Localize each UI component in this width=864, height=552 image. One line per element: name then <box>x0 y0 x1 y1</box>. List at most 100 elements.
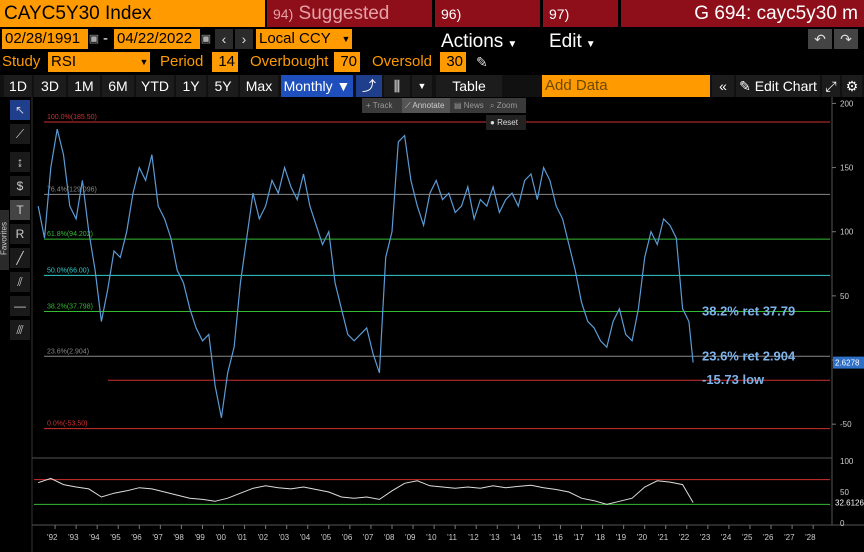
pencil-icon[interactable]: ✎ <box>476 54 488 70</box>
frequency-label: Monthly <box>283 78 333 94</box>
fib-levels: 100.0%(185.50) 76.4%(129.096) 61.8%(94.202… <box>44 114 830 430</box>
chevron-down-icon[interactable]: ▼ <box>138 52 150 72</box>
candlestick-icon[interactable]: ⫼ <box>384 75 410 97</box>
frequency-select[interactable]: Monthly ▼ <box>281 75 353 97</box>
x-tick-label: '20 <box>637 533 648 542</box>
edit-chart-button[interactable]: ✎ Edit Chart <box>736 75 820 97</box>
study-select[interactable]: RSI <box>48 52 138 72</box>
news-label: News <box>463 101 484 110</box>
menu-number: 97) <box>549 6 570 22</box>
x-tick-label: '99 <box>194 533 205 542</box>
rsi-last-value-label: 32.6126 <box>835 499 864 508</box>
period-1d[interactable]: 1D <box>4 75 32 97</box>
track-label: Track <box>372 101 393 110</box>
fib-level-label: 23.6%(2.904) <box>47 348 89 355</box>
period-1m[interactable]: 1M <box>68 75 100 97</box>
reset-button[interactable]: ● Reset <box>486 115 526 130</box>
period-3d[interactable]: 3D <box>34 75 66 97</box>
x-tick-label: '92 <box>47 533 58 542</box>
calendar-icon[interactable]: ▣ <box>88 29 100 49</box>
text-tool-icon[interactable]: T <box>10 200 30 220</box>
horizontal-line-icon[interactable]: — <box>10 296 30 316</box>
trendline-icon[interactable]: ╱ <box>10 248 30 268</box>
menu-number: 94) <box>273 6 294 22</box>
gear-icon[interactable]: ⚙ <box>842 75 862 97</box>
y-tick-label: 200 <box>840 99 854 108</box>
x-tick-label: '06 <box>342 533 353 542</box>
x-tick-label: '23 <box>700 533 711 542</box>
x-tick-label: '09 <box>405 533 416 542</box>
y-tick-label: 50 <box>840 292 849 301</box>
suggested-charts-menu[interactable]: 94) Suggested Charts <box>267 0 432 52</box>
y-tick-label: 150 <box>840 164 854 173</box>
ticker-field[interactable]: CAYC5Y30 Index <box>0 0 265 27</box>
collapse-icon[interactable]: « <box>712 75 734 97</box>
pencil-icon: ✎ <box>739 78 751 94</box>
period-1y[interactable]: 1Y <box>176 75 206 97</box>
percent-tool-icon[interactable]: ↨ <box>10 152 30 172</box>
draw-line-icon[interactable]: ⟋ <box>10 124 30 144</box>
end-date-input[interactable]: 04/22/2022 <box>114 29 200 49</box>
cursor-icon[interactable]: ↖ <box>10 100 30 120</box>
rsi-y-tick-label: 0 <box>840 519 845 528</box>
table-button[interactable]: Table <box>436 75 502 97</box>
channel-icon[interactable]: ⫽ <box>10 272 30 292</box>
period-5y[interactable]: 5Y <box>208 75 238 97</box>
news-button[interactable]: ▤ News <box>454 101 484 110</box>
parallel-lines-icon[interactable]: ⫻ <box>10 320 30 340</box>
expand-icon[interactable]: ⤢ <box>822 75 840 97</box>
start-date-input[interactable]: 02/28/1991 <box>2 29 88 49</box>
track-button[interactable]: + Track <box>366 101 393 110</box>
rsi-y-tick-label: 100 <box>840 457 854 466</box>
next-arrow-icon[interactable]: › <box>235 29 253 49</box>
overbought-input[interactable]: 70 <box>334 52 360 72</box>
x-tick-label: '13 <box>489 533 500 542</box>
period-6m[interactable]: 6M <box>102 75 134 97</box>
x-tick-label: '97 <box>152 533 163 542</box>
add-data-input[interactable]: Add Data <box>542 75 710 97</box>
axes: 200150100500-502.627810050032.6126'92'93… <box>47 99 864 542</box>
retracement-tool-icon[interactable]: R <box>10 224 30 244</box>
currency-select[interactable]: Local CCY <box>256 29 340 49</box>
annotate-button[interactable]: ⟋ Annotate <box>402 98 450 113</box>
x-tick-label: '08 <box>384 533 395 542</box>
rsi-last-value-badge <box>833 496 864 509</box>
calendar-icon[interactable]: ▣ <box>200 29 212 49</box>
x-tick-label: '01 <box>237 533 248 542</box>
x-tick-label: '02 <box>258 533 269 542</box>
undo-icon[interactable]: ↶ <box>808 29 832 49</box>
period-input[interactable]: 14 <box>212 52 238 72</box>
line-chart-icon[interactable]: ⤴ <box>356 75 382 97</box>
zoom-label: Zoom <box>496 101 518 110</box>
oversold-input[interactable]: 30 <box>440 52 466 72</box>
reset-label: Reset <box>497 118 518 127</box>
edit-menu[interactable]: 97) Edit ▼ <box>543 0 618 52</box>
x-tick-label: '00 <box>216 533 227 542</box>
oversold-label: Oversold <box>372 53 433 70</box>
redo-icon[interactable]: ↷ <box>834 29 858 49</box>
actions-menu[interactable]: 96) Actions ▼ <box>435 0 540 52</box>
prev-arrow-icon[interactable]: ‹ <box>215 29 233 49</box>
zoom-button[interactable]: ⌕ Zoom <box>490 101 518 110</box>
period-label: Period <box>160 53 204 70</box>
rsi-y-tick-label: 50 <box>840 488 849 497</box>
rsi-pane <box>34 477 830 505</box>
x-tick-label: '26 <box>763 533 774 542</box>
overbought-label: Overbought <box>250 53 329 70</box>
menu-label: Edit <box>549 31 582 52</box>
chevron-down-icon[interactable]: ▼ <box>412 75 432 97</box>
retracement-annotation: 38.2% ret 37.79 <box>702 304 795 319</box>
last-value-badge <box>833 356 864 369</box>
price-series-line <box>37 128 694 418</box>
x-tick-label: '27 <box>784 533 795 542</box>
chart-area: 100.0%(185.50) 76.4%(129.096) 61.8%(94.202… <box>0 97 864 552</box>
reset-icon: ● <box>490 118 495 127</box>
chevron-down-icon[interactable]: ▼ <box>340 29 352 49</box>
period-max[interactable]: Max <box>240 75 278 97</box>
x-tick-label: '15 <box>531 533 542 542</box>
edit-chart-label: Edit Chart <box>754 78 817 94</box>
dollar-tool-icon[interactable]: $ <box>10 176 30 196</box>
x-tick-label: '21 <box>658 533 669 542</box>
favorites-tab[interactable]: Favorites <box>0 210 9 270</box>
period-ytd[interactable]: YTD <box>136 75 174 97</box>
